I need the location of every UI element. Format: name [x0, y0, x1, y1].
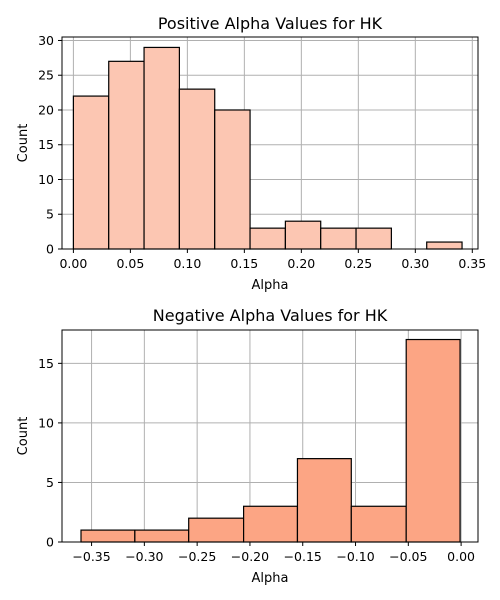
histogram-bar — [143, 46, 180, 250]
x-tick-label: 0.20 — [287, 256, 315, 271]
x-tick-label: −0.30 — [125, 549, 163, 564]
y-tick-label: 0 — [46, 242, 54, 257]
histogram-bar — [249, 227, 286, 250]
histogram-bar — [426, 241, 463, 250]
x-axis: −0.35 −0.30 −0.25 −0.20 −0.15 −0.10 −0.05 0.00 — [72, 542, 475, 564]
y-axis: 0 5 10 15 20 25 30 — [38, 33, 62, 257]
y-axis-label: Count — [16, 124, 31, 163]
plot-frame — [61, 329, 479, 543]
positive-alpha-chart: Positive Alpha Values for HK 0.00 0.05 0.1… — [16, 14, 486, 293]
y-tick-label: 0 — [46, 535, 54, 550]
histogram-bar — [320, 227, 357, 250]
histogram-bar — [80, 529, 136, 543]
x-tick-label: −0.25 — [178, 549, 216, 564]
x-axis-label: Alpha — [252, 278, 289, 293]
x-tick-label: 0.30 — [401, 256, 429, 271]
x-tick-label: −0.10 — [336, 549, 374, 564]
chart-title: Negative Alpha Values for HK — [153, 306, 388, 325]
y-tick-label: 20 — [38, 102, 54, 117]
negative-alpha-chart: Negative Alpha Values for HK −0.35 −0.30−… — [16, 306, 479, 586]
x-tick-label: 0.15 — [230, 256, 258, 271]
y-tick-label: 10 — [38, 415, 54, 430]
y-tick-label: 5 — [46, 475, 54, 490]
x-tick-label: 0.05 — [116, 256, 144, 271]
x-tick-label: −0.20 — [231, 549, 269, 564]
y-tick-label: 25 — [38, 68, 54, 83]
y-tick-label: 5 — [46, 207, 54, 222]
x-tick-label: −0.05 — [389, 549, 427, 564]
x-axis: 0.00 0.05 0.10 0.15 0.20 0.25 0.30 0.35 — [59, 249, 486, 271]
histogram-bar — [350, 505, 407, 543]
x-tick-label: −0.35 — [72, 549, 110, 564]
histogram-bar — [284, 220, 322, 250]
y-tick-label: 15 — [38, 137, 54, 152]
histogram-bar — [134, 529, 190, 543]
histogram-bar — [72, 95, 110, 250]
x-tick-label: −0.15 — [284, 549, 322, 564]
y-tick-label: 15 — [38, 356, 54, 371]
histogram-bar — [296, 458, 352, 543]
x-tick-label: 0.25 — [344, 256, 372, 271]
plot-frame — [61, 36, 479, 250]
histogram-bar — [355, 227, 392, 250]
histogram-bar — [178, 88, 216, 250]
y-tick-label: 10 — [38, 172, 54, 187]
bars — [80, 338, 461, 543]
y-tick-label: 30 — [38, 33, 54, 48]
histogram-bar — [405, 338, 461, 543]
histogram-bar — [214, 109, 251, 250]
histogram-bar — [243, 505, 299, 543]
x-tick-label: 0.00 — [447, 549, 475, 564]
y-axis-label: Count — [16, 417, 31, 456]
bars — [72, 46, 463, 250]
x-tick-label: 0.00 — [59, 256, 87, 271]
x-tick-label: 0.35 — [458, 256, 486, 271]
chart-title: Positive Alpha Values for HK — [158, 14, 383, 33]
histogram-bar — [188, 517, 245, 543]
x-axis-label: Alpha — [252, 571, 289, 586]
x-tick-label: 0.10 — [173, 256, 201, 271]
y-axis: 0 5 10 15 — [38, 356, 62, 550]
histogram-bar — [108, 60, 145, 250]
